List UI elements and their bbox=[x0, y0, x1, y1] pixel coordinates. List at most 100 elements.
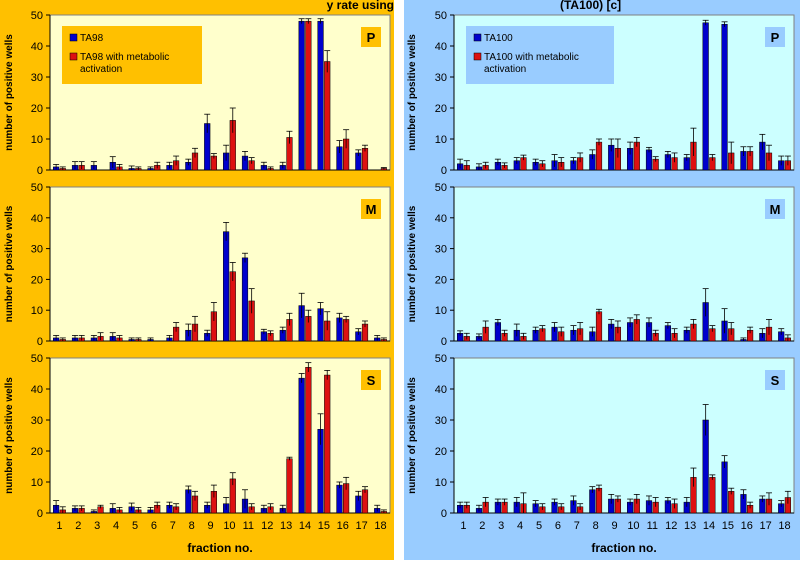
left-s-y-tick-label: 40 bbox=[31, 384, 43, 396]
legend-left-swatch-base bbox=[69, 33, 78, 42]
left-s-bar-base bbox=[298, 377, 305, 514]
left-m-bar-activated bbox=[343, 319, 350, 342]
left-m-y-tick-label: 0 bbox=[37, 336, 43, 348]
left-x-tick-label: 13 bbox=[280, 520, 292, 532]
right-m-panel-badge bbox=[765, 199, 785, 219]
right-x-tick-label: 6 bbox=[555, 520, 561, 532]
right-x-tick-label: 14 bbox=[703, 520, 715, 532]
right-m-y-tick-label: 50 bbox=[435, 182, 447, 194]
right-p-panel-letter: P bbox=[771, 30, 780, 45]
legend-right-swatch-activated bbox=[473, 52, 482, 61]
left-s-y-tick-label: 30 bbox=[31, 415, 43, 427]
left-x-tick-label: 18 bbox=[374, 520, 386, 532]
left-s-plot-area bbox=[49, 357, 391, 514]
left-m-y-tick-label: 10 bbox=[31, 305, 43, 317]
left-p-bar-activated bbox=[361, 148, 369, 171]
right-x-tick-label: 3 bbox=[498, 520, 504, 532]
right-s-y-tick-label: 0 bbox=[441, 508, 447, 520]
left-s-panel-badge bbox=[361, 370, 381, 390]
left-p-panel-letter: P bbox=[367, 30, 376, 45]
left-m-y-tick-label: 20 bbox=[31, 274, 43, 286]
left-m-y-tick-label: 30 bbox=[31, 244, 43, 256]
left-s-y-tick-label: 0 bbox=[37, 508, 43, 520]
left-p-y-tick-label: 40 bbox=[31, 41, 43, 53]
legend-right-label-base: TA100 bbox=[484, 33, 513, 44]
left-m-y-tick-label: 50 bbox=[31, 182, 43, 194]
left-m-y-tick-label: 40 bbox=[31, 213, 43, 225]
left-m-bar-base bbox=[241, 257, 249, 342]
left-m-y-axis-label: number of positive wells bbox=[4, 205, 15, 322]
right-x-tick-label: 5 bbox=[536, 520, 542, 532]
left-s-bar-activated bbox=[324, 374, 331, 514]
right-x-tick-label: 1 bbox=[460, 520, 466, 532]
header-text-right: (TA100) [c] bbox=[560, 0, 621, 12]
right-m-panel-letter: M bbox=[770, 202, 781, 217]
left-s-bar-activated bbox=[305, 367, 312, 514]
right-s-bar-activated bbox=[728, 491, 735, 514]
legend-right: TA100 TA100 with metabolic activation bbox=[466, 26, 614, 84]
right-s-bar-base bbox=[589, 489, 596, 514]
right-m-y-tick-label: 0 bbox=[441, 336, 447, 348]
left-x-tick-label: 15 bbox=[318, 520, 330, 532]
left-x-tick-label: 3 bbox=[94, 520, 100, 532]
left-s-bar-activated bbox=[361, 489, 369, 514]
right-m-y-tick-label: 30 bbox=[435, 244, 447, 256]
left-s-y-tick-label: 20 bbox=[31, 446, 43, 458]
left-m-panel-letter: M bbox=[366, 202, 377, 217]
left-p-bar-activated bbox=[305, 20, 312, 171]
right-s-y-tick-label: 50 bbox=[435, 353, 447, 365]
right-s-y-axis-label: number of positive wells bbox=[407, 377, 418, 494]
x-axis-label-right: fraction no. bbox=[591, 541, 656, 555]
right-p-y-tick-label: 20 bbox=[435, 103, 447, 115]
left-x-tick-label: 17 bbox=[356, 520, 368, 532]
left-x-tick-label: 1 bbox=[56, 520, 62, 532]
right-p-y-tick-label: 40 bbox=[435, 41, 447, 53]
left-p-bar-base bbox=[317, 20, 324, 171]
left-p-y-tick-label: 50 bbox=[31, 10, 43, 22]
legend-left-label-activated: TA98 with metabolic activation bbox=[80, 52, 169, 75]
left-s-y-tick-label: 10 bbox=[31, 477, 43, 489]
right-s-bar-activated bbox=[595, 487, 603, 514]
left-s-panel-letter: S bbox=[367, 373, 376, 388]
x-axis-label-left: fraction no. bbox=[187, 541, 252, 555]
left-x-tick-label: 2 bbox=[75, 520, 81, 532]
right-s-y-tick-label: 30 bbox=[435, 415, 447, 427]
left-x-tick-label: 12 bbox=[261, 520, 273, 532]
right-m-y-tick-label: 20 bbox=[435, 274, 447, 286]
header-text: y rate using bbox=[327, 0, 394, 12]
right-s-plot-area bbox=[453, 357, 795, 514]
right-p-y-tick-label: 30 bbox=[435, 72, 447, 84]
left-x-tick-label: 6 bbox=[151, 520, 157, 532]
right-p-bar-base bbox=[645, 149, 653, 171]
right-p-y-tick-label: 50 bbox=[435, 10, 447, 22]
left-m-bar-base bbox=[223, 231, 230, 342]
left-x-tick-label: 5 bbox=[132, 520, 138, 532]
left-p-bar-activated bbox=[324, 61, 331, 171]
left-s-bar-activated bbox=[286, 458, 293, 514]
right-x-tick-label: 10 bbox=[627, 520, 639, 532]
right-x-tick-label: 2 bbox=[479, 520, 485, 532]
left-p-bar-base bbox=[298, 20, 305, 171]
right-x-tick-label: 18 bbox=[778, 520, 790, 532]
left-x-tick-label: 7 bbox=[170, 520, 176, 532]
right-p-y-tick-label: 10 bbox=[435, 134, 447, 146]
left-x-tick-label: 4 bbox=[113, 520, 119, 532]
legend-left: TA98 TA98 with metabolic activation bbox=[62, 26, 202, 84]
left-p-y-axis-label: number of positive wells bbox=[4, 34, 15, 151]
right-s-y-tick-label: 10 bbox=[435, 477, 447, 489]
right-x-tick-label: 8 bbox=[593, 520, 599, 532]
left-x-tick-label: 16 bbox=[337, 520, 349, 532]
left-x-tick-label: 8 bbox=[189, 520, 195, 532]
left-x-tick-label: 14 bbox=[299, 520, 311, 532]
right-s-bar-activated bbox=[709, 477, 716, 514]
right-m-bar-activated bbox=[595, 311, 603, 342]
left-p-y-tick-label: 30 bbox=[31, 72, 43, 84]
left-p-panel-badge bbox=[361, 27, 381, 47]
right-m-y-tick-label: 40 bbox=[435, 213, 447, 225]
left-m-bar-activated bbox=[229, 271, 236, 342]
legend-left-box bbox=[62, 26, 202, 84]
right-m-plot-area bbox=[453, 186, 795, 342]
